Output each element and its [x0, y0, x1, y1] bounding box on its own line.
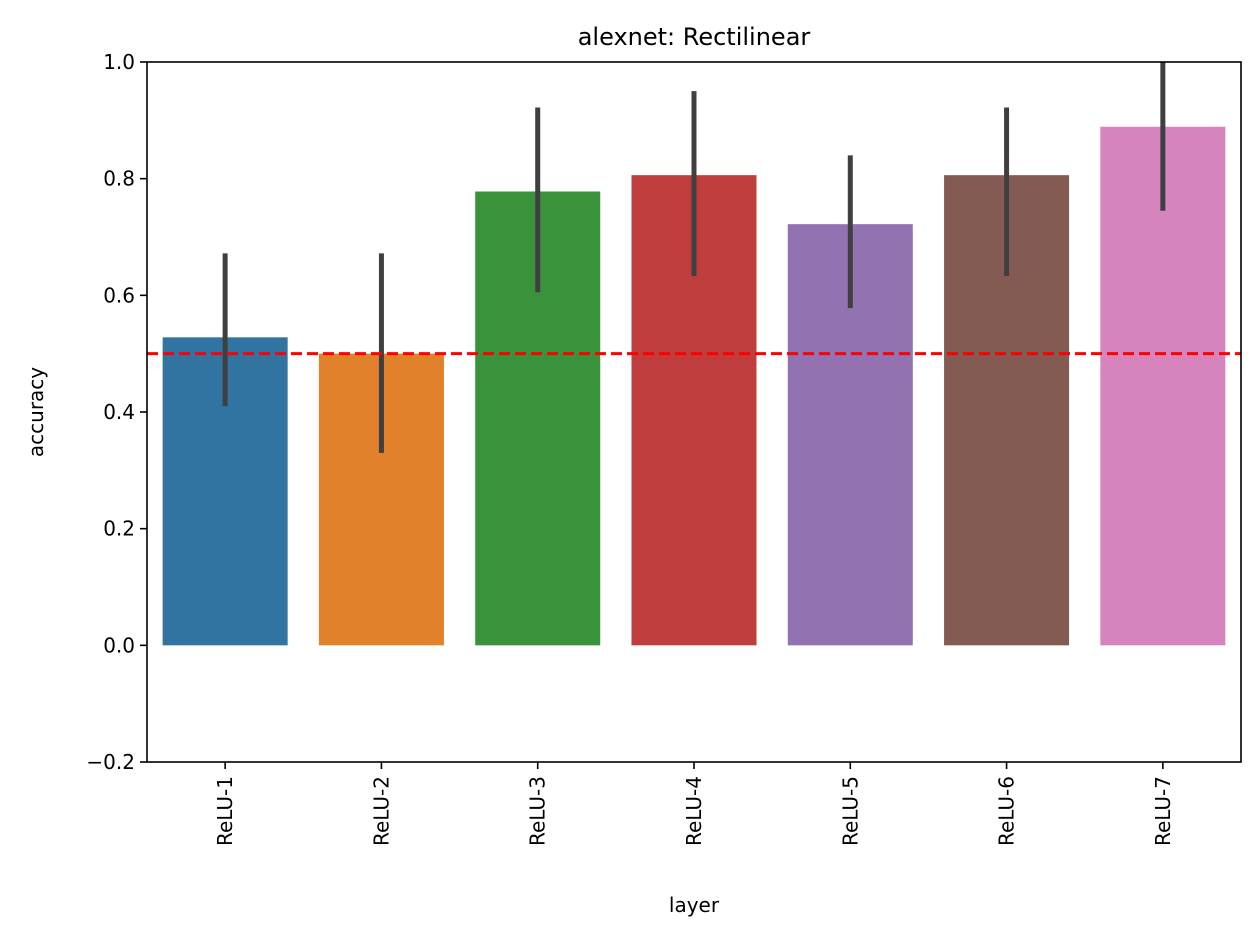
- y-tick-label: −0.2: [86, 750, 135, 774]
- chart-title: alexnet: Rectilinear: [578, 23, 811, 51]
- y-tick-label: 0.6: [103, 283, 135, 307]
- x-tick-label: ReLU-2: [369, 776, 393, 846]
- y-axis-label: accuracy: [24, 367, 48, 457]
- x-axis-label: layer: [669, 893, 720, 917]
- y-tick-label: 1.0: [103, 50, 135, 74]
- y-tick-label: 0.4: [103, 400, 135, 424]
- y-tick-label: 0.8: [103, 167, 135, 191]
- x-tick-label: ReLU-7: [1151, 776, 1175, 846]
- axes: −0.2 0.0 0.2 0.4 0.6 0.8 1.0 ReLU-1 ReLU-2 ReLU-3…: [86, 50, 1174, 846]
- x-tick-label: ReLU-5: [838, 776, 862, 846]
- x-tick-label: ReLU-6: [995, 776, 1019, 846]
- x-tick-label: ReLU-1: [213, 776, 237, 846]
- y-tick-label: 0.2: [103, 517, 135, 541]
- bar-relu-7: [1100, 126, 1226, 646]
- x-tick-label: ReLU-3: [526, 776, 550, 846]
- plot-area: [147, 62, 1241, 646]
- x-tick-label: ReLU-4: [682, 776, 706, 846]
- y-tick-label: 0.0: [103, 633, 135, 657]
